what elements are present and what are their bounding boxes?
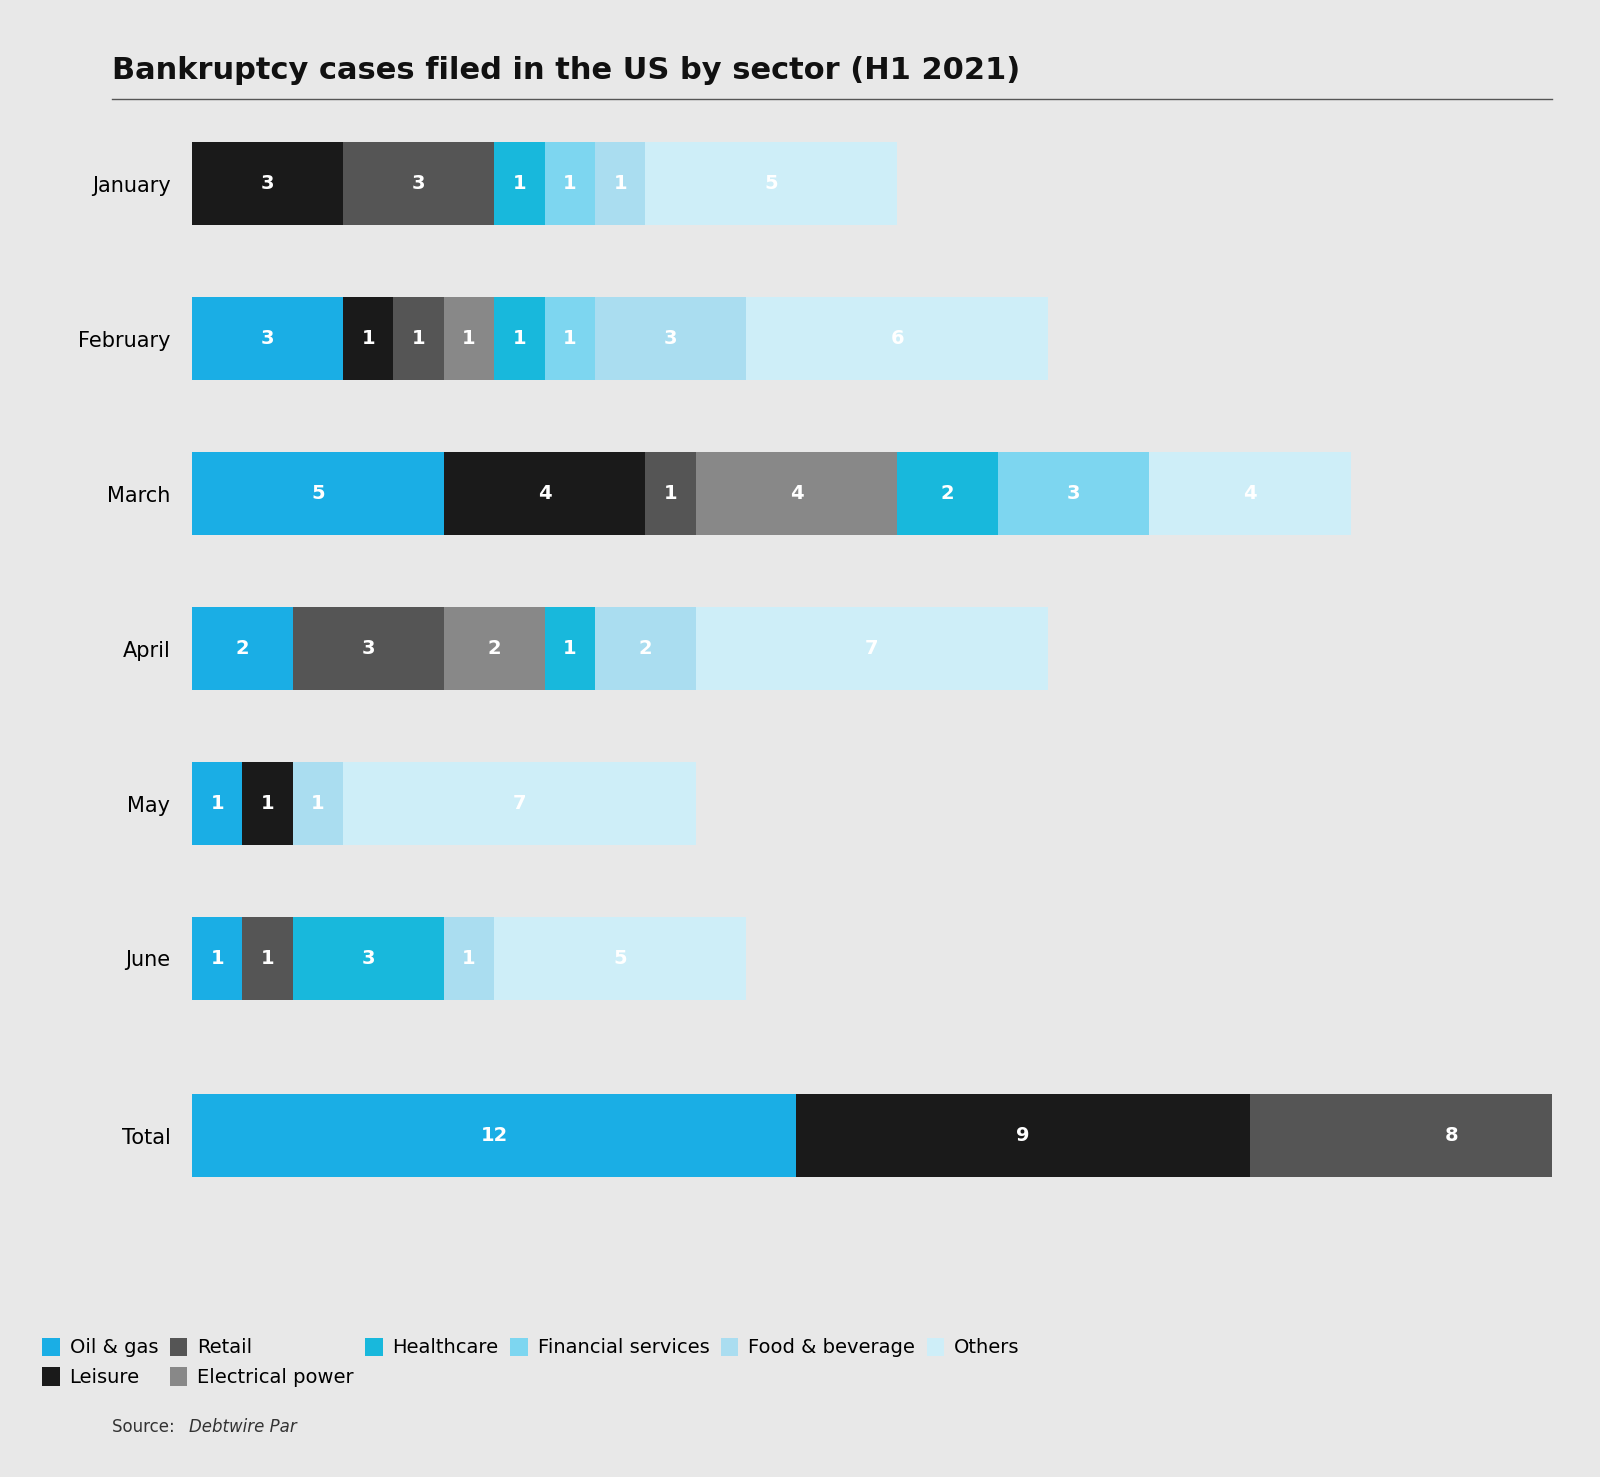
Bar [192, 297, 342, 380]
Bar [192, 452, 443, 535]
Text: 5: 5 [310, 484, 325, 504]
Bar [192, 142, 342, 226]
Text: 3: 3 [1067, 484, 1080, 504]
Bar [998, 452, 1149, 535]
Bar [544, 142, 595, 226]
Text: 3: 3 [362, 948, 374, 967]
Bar [443, 607, 544, 690]
Text: 1: 1 [613, 174, 627, 193]
Bar [293, 762, 342, 845]
Bar [696, 607, 1048, 690]
Bar [595, 297, 746, 380]
Bar [595, 607, 696, 690]
Text: 1: 1 [362, 329, 374, 349]
Bar [443, 297, 494, 380]
Bar [494, 142, 544, 226]
Bar [342, 297, 394, 380]
Bar [645, 142, 898, 226]
Text: 7: 7 [512, 795, 526, 812]
Text: 4: 4 [1243, 484, 1256, 504]
Text: 2: 2 [941, 484, 954, 504]
Text: 1: 1 [462, 329, 475, 349]
Bar [1250, 1094, 1600, 1177]
Bar [595, 142, 645, 226]
Text: 1: 1 [261, 795, 274, 812]
Bar [797, 1094, 1250, 1177]
Bar [1149, 452, 1350, 535]
Bar [293, 607, 443, 690]
Bar [242, 762, 293, 845]
Bar [443, 917, 494, 1000]
Text: Bankruptcy cases filed in the US by sector (H1 2021): Bankruptcy cases filed in the US by sect… [112, 56, 1021, 86]
Text: 4: 4 [790, 484, 803, 504]
Text: 5: 5 [613, 948, 627, 967]
Text: 1: 1 [664, 484, 677, 504]
Text: 9: 9 [1016, 1125, 1030, 1145]
Bar [192, 762, 242, 845]
Bar [293, 917, 443, 1000]
Text: 1: 1 [512, 329, 526, 349]
Text: 1: 1 [462, 948, 475, 967]
Text: 1: 1 [411, 329, 426, 349]
Text: 7: 7 [866, 640, 878, 659]
Bar [192, 917, 242, 1000]
Text: 3: 3 [261, 174, 274, 193]
Text: 1: 1 [210, 948, 224, 967]
Text: 3: 3 [664, 329, 677, 349]
Text: 3: 3 [261, 329, 274, 349]
Text: 1: 1 [563, 174, 576, 193]
Bar [342, 142, 494, 226]
Bar [645, 452, 696, 535]
Text: 8: 8 [1445, 1125, 1458, 1145]
Text: 6: 6 [890, 329, 904, 349]
Bar [544, 297, 595, 380]
Text: 4: 4 [538, 484, 552, 504]
Bar [696, 452, 898, 535]
Bar [192, 607, 293, 690]
Text: 12: 12 [480, 1125, 507, 1145]
Text: 3: 3 [411, 174, 426, 193]
Text: 1: 1 [512, 174, 526, 193]
Bar [544, 607, 595, 690]
Bar [342, 762, 696, 845]
Text: 1: 1 [210, 795, 224, 812]
Bar [494, 917, 746, 1000]
Bar [898, 452, 998, 535]
Text: 1: 1 [310, 795, 325, 812]
Bar [494, 297, 544, 380]
Text: 2: 2 [638, 640, 653, 659]
Text: 1: 1 [563, 329, 576, 349]
Text: 1: 1 [261, 948, 274, 967]
Text: 3: 3 [362, 640, 374, 659]
Text: Source:: Source: [112, 1418, 179, 1436]
Bar [192, 1094, 797, 1177]
Bar [443, 452, 645, 535]
Legend: Oil & gas, Leisure, Retail, Electrical power, Healthcare, Financial services, Fo: Oil & gas, Leisure, Retail, Electrical p… [43, 1338, 1019, 1387]
Text: 2: 2 [235, 640, 250, 659]
Text: Debtwire Par: Debtwire Par [189, 1418, 296, 1436]
Bar [746, 297, 1048, 380]
Text: 2: 2 [488, 640, 501, 659]
Text: 5: 5 [765, 174, 778, 193]
Bar [242, 917, 293, 1000]
Bar [394, 297, 443, 380]
Text: 1: 1 [563, 640, 576, 659]
